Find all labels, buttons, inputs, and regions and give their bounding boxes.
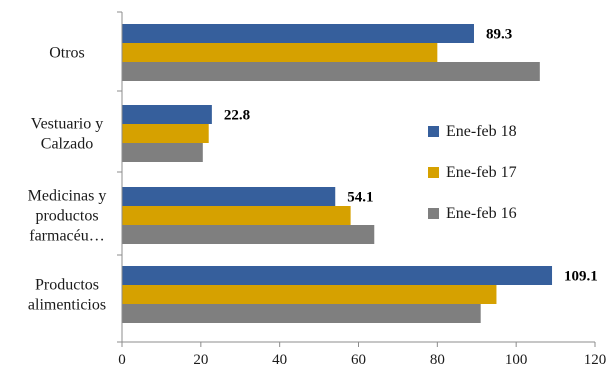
bar-1-3 xyxy=(122,285,497,304)
x-tick-label-3: 60 xyxy=(351,352,366,368)
bar-2-3 xyxy=(122,304,481,323)
bar-0-3 xyxy=(122,266,553,285)
x-tick-label-2: 40 xyxy=(272,352,287,368)
legend-swatch-2 xyxy=(428,208,439,219)
category-labels-group: Otros Vestuario y Calzado Medicinas y produc… xyxy=(28,45,107,314)
x-tick-label-6: 120 xyxy=(584,352,607,368)
data-label-1: 22.8 xyxy=(224,108,250,124)
bar-1-0 xyxy=(122,43,438,62)
bar-0-0 xyxy=(122,24,474,43)
category-label-3: Productos alimenticios xyxy=(28,277,106,314)
category-label-0: Otros xyxy=(49,45,85,62)
data-labels-group: 89.3 22.8 54.1 109.1 xyxy=(224,27,598,285)
bars-group xyxy=(122,24,553,323)
x-tick-label-1: 20 xyxy=(193,352,208,368)
legend-label-1: Ene-feb 17 xyxy=(446,164,517,181)
legend-swatch-0 xyxy=(428,126,439,137)
legend-label-2: Ene-feb 16 xyxy=(446,205,517,222)
bar-0-1 xyxy=(122,105,212,124)
data-label-0: 89.3 xyxy=(486,27,512,43)
bar-2-0 xyxy=(122,62,540,81)
data-label-3: 109.1 xyxy=(564,269,598,285)
bar-1-1 xyxy=(122,124,209,143)
category-label-1: Vestuario y Calzado xyxy=(31,116,103,153)
bar-1-2 xyxy=(122,206,351,225)
axes-group: 0 20 40 60 80 100 120 xyxy=(117,11,607,368)
legend-swatch-1 xyxy=(428,167,439,178)
x-tick-label-4: 80 xyxy=(430,352,445,368)
x-tick-label-0: 0 xyxy=(118,352,126,368)
category-label-2: Medicinas y productos farmacéu… xyxy=(28,188,107,245)
legend: Ene-feb 18 Ene-feb 17 Ene-feb 16 xyxy=(428,123,517,222)
bar-2-2 xyxy=(122,225,375,244)
bar-0-2 xyxy=(122,187,336,206)
bar-2-1 xyxy=(122,143,203,162)
data-label-2: 54.1 xyxy=(347,190,373,206)
legend-label-0: Ene-feb 18 xyxy=(446,123,517,140)
x-tick-label-5: 100 xyxy=(505,352,528,368)
